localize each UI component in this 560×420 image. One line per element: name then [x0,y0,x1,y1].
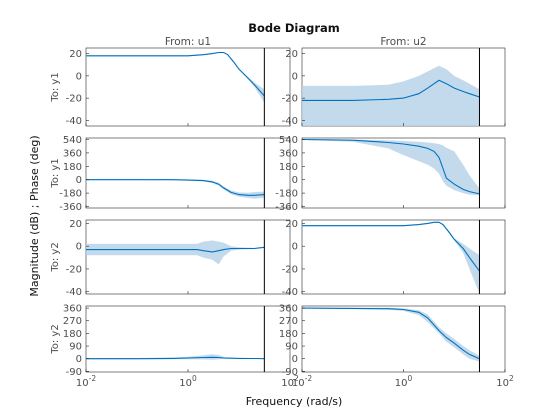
y-tick-label: 0 [292,354,298,365]
panel-u1-y2-magnitude: 20 0 -20 -40 To: y2 [50,219,291,298]
y-tick-label: -40 [282,116,298,127]
y-tick-label: 90 [285,342,298,353]
x-tick-exponent: -2 [305,374,313,383]
y-tick-label: 20 [69,49,82,60]
y-tick-label: 0 [76,71,82,82]
y-tick-label: 0 [292,242,298,253]
panel-u1-y1-magnitude: 20 0 -20 -40 To: y1 [50,47,291,127]
x-tick-base: 10 [76,378,89,389]
y-tick-label: 360 [279,304,298,315]
x-tick-base: 10 [281,378,294,389]
y-tick-label: 360 [63,148,82,159]
response-line [301,307,480,360]
uncertainty-band [86,179,265,199]
y-tick-label: 180 [63,329,82,340]
y-tick-label: -20 [66,94,82,105]
y-tick-label: 540 [279,135,298,146]
y-tick-label: 20 [285,49,298,60]
x-tick-label: 10-2 [292,374,312,389]
x-tick-label: 100 [179,374,197,389]
x-tick-base: 10 [395,378,408,389]
panel-u2-y2-magnitude: 20 0 -20 -40 [282,219,506,298]
y-tick-label: -180 [275,189,298,200]
x-tick-base: 10 [179,378,192,389]
y-tick-label: -20 [282,264,298,275]
x-tick-exponent: 2 [294,374,299,383]
x-axis-label: Frequency (rad/s) [246,395,343,408]
panel-u1-y1-phase: 540 360 180 0 -180 -360 To: y1 [50,135,291,213]
y-tick-label: -20 [66,264,82,275]
response-line [86,356,265,360]
x-tick-exponent: 0 [192,374,197,383]
y-tick-label: 270 [63,316,82,327]
row-label: To: y1 [50,158,61,188]
panel-u2-y1-phase: 540 360 180 0 -180 -360 [275,135,506,213]
y-tick-label: -360 [275,202,298,213]
x-tick-label: 10-2 [76,374,96,389]
response-line [86,51,265,97]
response-line [302,221,480,272]
y-tick-label: 20 [69,219,82,230]
column-title: From: u2 [380,36,426,48]
y-tick-label: -360 [59,202,82,213]
response-line [301,138,480,195]
x-tick-label: 102 [496,374,514,389]
response-line [302,79,480,101]
x-tick-label: 100 [395,374,413,389]
y-tick-label: 0 [292,71,298,82]
axes-frame [85,305,291,373]
x-tick-base: 10 [496,378,509,389]
row-label: To: y2 [50,242,61,272]
y-tick-label: -40 [66,116,82,127]
y-tick-label: 270 [279,316,298,327]
y-tick-label: 180 [63,162,82,173]
y-axis-label: Magnitude (dB) ; Phase (deg) [28,135,41,296]
row-label: To: y2 [50,324,61,354]
y-tick-label: 540 [63,135,82,146]
y-tick-label: 90 [69,342,82,353]
response-line [86,179,265,196]
x-tick-label: 102 [281,374,299,389]
y-tick-label: -40 [66,287,82,298]
x-tick-exponent: 0 [407,374,412,383]
y-tick-label: 180 [279,162,298,173]
y-tick-label: -90 [66,367,82,378]
y-tick-label: 0 [292,175,298,186]
x-tick-exponent: -2 [89,374,97,383]
y-tick-label: 180 [279,329,298,340]
y-tick-label: 0 [76,242,82,253]
y-tick-label: -20 [282,94,298,105]
uncertainty-band [302,65,480,126]
y-tick-label: 0 [76,354,82,365]
x-tick-base: 10 [292,378,305,389]
y-tick-label: 20 [285,219,298,230]
y-tick-label: -180 [59,189,82,200]
chart-title: Bode Diagram [248,21,340,35]
y-tick-label: -90 [282,367,298,378]
axes-frame [301,305,506,373]
axes-frame [85,219,291,295]
x-tick-exponent: 2 [509,374,514,383]
y-tick-label: -40 [282,287,298,298]
row-label: To: y1 [50,72,61,102]
y-tick-label: 360 [63,304,82,315]
panel-u2-y1-magnitude: 20 0 -20 -40 [282,47,506,127]
y-tick-label: 360 [279,148,298,159]
uncertainty-band [86,240,265,265]
column-title: From: u1 [165,36,211,48]
y-tick-label: 0 [76,175,82,186]
response-line [86,246,265,253]
